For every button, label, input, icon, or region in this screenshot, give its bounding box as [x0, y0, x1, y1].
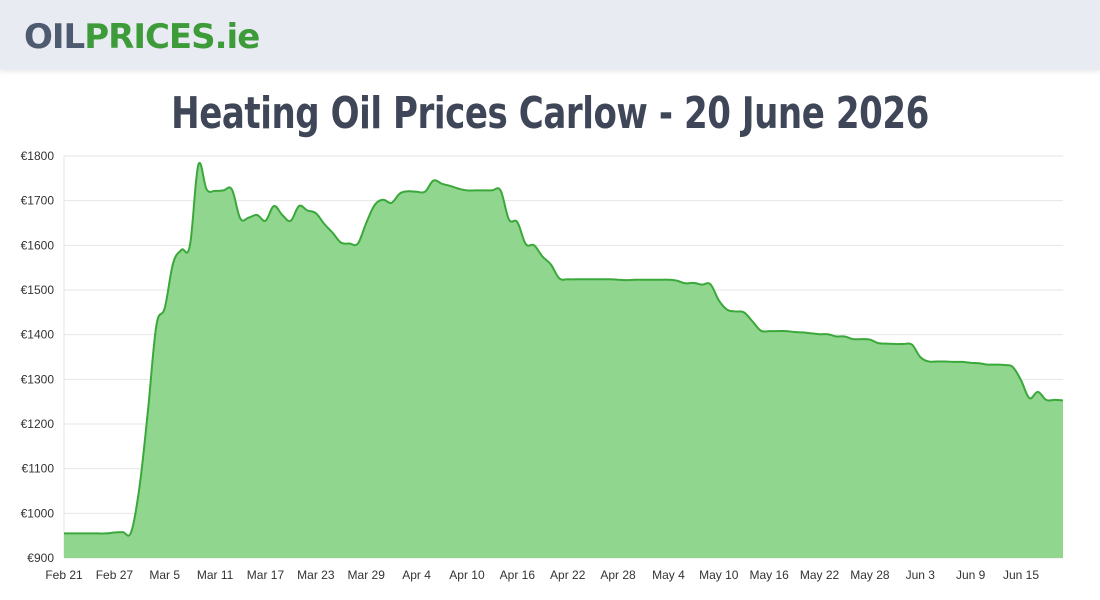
y-tick-label: €1500: [21, 283, 55, 297]
x-tick-label: May 4: [652, 568, 685, 582]
y-tick-label: €1100: [22, 462, 55, 476]
price-series-line: [64, 161, 1064, 537]
x-tick-label: May 28: [850, 568, 890, 582]
x-tick-label: Feb 21: [45, 568, 83, 582]
y-tick-label: €1700: [21, 194, 55, 208]
x-tick-label: May 16: [749, 568, 789, 582]
logo-text-prices: PRICES: [84, 17, 215, 57]
x-tick-label: May 22: [800, 568, 840, 582]
x-tick-label: Jun 15: [1003, 568, 1039, 582]
x-tick-label: Apr 28: [600, 568, 636, 582]
x-tick-label: Apr 4: [402, 568, 431, 582]
x-tick-label: May 10: [699, 568, 739, 582]
logo-text-tld: .ie: [214, 17, 261, 57]
y-tick-label: €1200: [21, 417, 55, 431]
top-header-bar: OILPRICES.ie: [0, 0, 1100, 70]
x-tick-label: Apr 16: [500, 568, 536, 582]
x-tick-label: Apr 22: [550, 568, 586, 582]
x-tick-label: Mar 17: [247, 568, 285, 582]
x-tick-label: Mar 5: [149, 568, 180, 582]
x-tick-label: Apr 10: [449, 568, 485, 582]
price-area-fill: [64, 162, 1063, 559]
y-tick-label: €1300: [21, 372, 55, 386]
y-tick-label: €1000: [21, 506, 55, 520]
y-tick-label: €1400: [21, 328, 55, 342]
y-tick-label: €1800: [21, 149, 55, 163]
x-axis: Feb 21 Feb 27 Mar 5 Mar 11 Mar 17 Mar 23 Mar 2…: [45, 568, 1039, 582]
y-tick-label: €1600: [21, 238, 55, 252]
y-tick-label: €900: [27, 551, 54, 565]
x-tick-label: Feb 27: [96, 568, 134, 582]
logo-text-oil: OIL: [24, 17, 85, 57]
page-title: Heating Oil Prices Carlow - 20 June 2026: [171, 88, 929, 139]
x-tick-label: Jun 9: [956, 568, 986, 582]
y-axis: €900 €1000 €1100 €1200 €1300 €1400 €1500 €1600 €…: [21, 149, 55, 565]
x-tick-label: Jun 3: [906, 568, 936, 582]
x-tick-label: Mar 11: [197, 568, 234, 582]
x-tick-label: Mar 23: [297, 568, 335, 582]
site-logo[interactable]: OILPRICES.ie: [24, 15, 261, 59]
x-tick-label: Mar 29: [348, 568, 386, 582]
